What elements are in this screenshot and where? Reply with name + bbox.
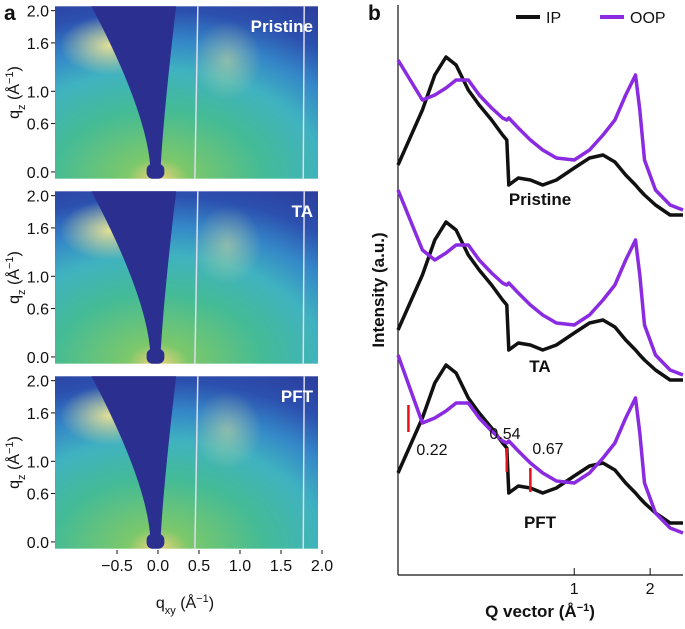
label-part: q [6, 295, 23, 304]
y-tick-label: 0.6 [27, 302, 49, 319]
y-axis-label: qz (Å−1) [4, 66, 28, 119]
y-tick-label: 1.0 [27, 269, 49, 286]
panel-letter: a [4, 2, 16, 25]
annotation-label: 0.54 [489, 426, 520, 443]
y-tick-label: 0.6 [27, 117, 49, 134]
sample-label: TA [529, 357, 550, 376]
x-tick-label: 2 [646, 581, 655, 598]
label-part: −1 [4, 256, 16, 269]
intensity-line [396, 354, 684, 535]
x-tick-label: −0.5 [101, 558, 133, 575]
y-tick-label: 1.6 [27, 221, 49, 238]
legend-label: IP [546, 10, 561, 27]
scattering-image [55, 190, 318, 365]
label-part: −1 [577, 602, 590, 614]
x-axis-label: qxy (Å−1) [156, 593, 214, 617]
sample-label: PFT [524, 513, 557, 532]
y-tick-label: 1.6 [27, 406, 49, 423]
x-axis-label: Q vector (Å−1) [485, 602, 595, 621]
label-part: q [6, 480, 23, 489]
label-part: ) [6, 66, 23, 71]
label-part: ) [6, 436, 23, 441]
y-axis-label: Intensity (a.u.) [369, 232, 388, 347]
intensity-line [396, 189, 684, 377]
x-tick-label: 1.5 [270, 558, 292, 575]
label-part: −1 [4, 71, 16, 84]
y-tick-label: 2.0 [27, 189, 49, 206]
panel-label: PFT [281, 387, 314, 406]
x-tick-label: 1 [570, 581, 579, 598]
intensity-line [396, 363, 683, 525]
y-tick-label: 2.0 [27, 4, 49, 21]
annotation-label: 0.67 [532, 441, 563, 458]
label-part: Q vector (Å [485, 602, 577, 621]
y-tick-label: 0.0 [27, 535, 49, 552]
panel-label: TA [292, 202, 313, 221]
y-tick-label: 1.0 [27, 454, 49, 471]
y-tick-label: 0.0 [27, 350, 49, 367]
label-part: z [16, 104, 28, 110]
panel-letter: b [368, 2, 381, 25]
intensity-line [396, 55, 683, 217]
x-tick-label: 2.0 [311, 558, 333, 575]
label-part: ) [209, 595, 214, 612]
y-axis-label: qz (Å−1) [4, 251, 28, 304]
label-part: ) [6, 251, 23, 256]
label-part: q [156, 595, 165, 612]
label-part: (Å [4, 454, 23, 475]
intensity-line [396, 220, 683, 382]
y-tick-label: 0.6 [27, 487, 49, 504]
y-tick-label: 0.0 [27, 165, 49, 182]
label-part: (Å [4, 269, 23, 290]
annotation-label: 0.22 [416, 442, 447, 459]
y-tick-label: 1.0 [27, 84, 49, 101]
legend-label: OOP [630, 10, 666, 27]
x-tick-label: 1.0 [229, 558, 251, 575]
label-part: z [16, 289, 28, 295]
x-tick-label: 0.0 [147, 558, 169, 575]
sample-label: Pristine [509, 190, 571, 209]
intensity-line [396, 59, 684, 212]
label-part: (Å [176, 593, 197, 612]
panel-label: Pristine [251, 17, 313, 36]
y-axis-label: qz (Å−1) [4, 436, 28, 489]
x-tick-label: 0.5 [188, 558, 210, 575]
label-part: q [6, 110, 23, 119]
label-part: −1 [196, 593, 209, 605]
label-part: z [16, 474, 28, 480]
label-part: ) [589, 602, 595, 621]
label-part: xy [165, 605, 177, 617]
label-part: (Å [4, 84, 23, 105]
y-tick-label: 2.0 [27, 374, 49, 391]
scattering-image [55, 375, 318, 550]
label-part: −1 [4, 441, 16, 454]
y-tick-label: 1.6 [27, 36, 49, 53]
